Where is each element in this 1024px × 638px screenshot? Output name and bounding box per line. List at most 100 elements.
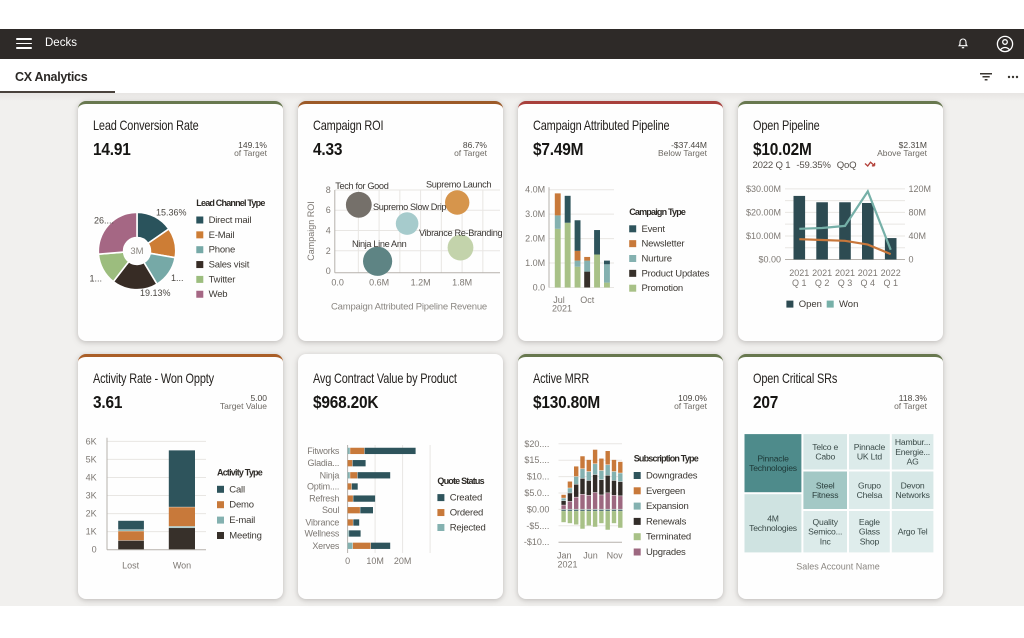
svg-text:Call: Call xyxy=(229,484,245,495)
svg-text:Shop: Shop xyxy=(860,536,880,546)
svg-text:Campaign ROI: Campaign ROI xyxy=(306,201,316,261)
svg-text:$5.0...: $5.0... xyxy=(524,488,549,498)
svg-text:0: 0 xyxy=(326,266,331,276)
svg-text:0.0: 0.0 xyxy=(331,277,344,287)
svg-text:$0.00: $0.00 xyxy=(527,504,550,514)
svg-text:Lost: Lost xyxy=(122,560,140,570)
svg-text:Soul: Soul xyxy=(322,505,339,515)
svg-text:Supremo Launch: Supremo Launch xyxy=(426,180,491,190)
svg-text:Q 1: Q 1 xyxy=(883,278,898,288)
svg-text:Steel: Steel xyxy=(816,480,835,490)
svg-text:2021: 2021 xyxy=(858,268,878,278)
svg-text:80M: 80M xyxy=(909,207,927,217)
svg-text:-$10...: -$10... xyxy=(524,537,550,547)
svg-text:Sales Account Name: Sales Account Name xyxy=(796,562,880,572)
svg-text:0: 0 xyxy=(92,545,97,555)
svg-text:Tech for Good: Tech for Good xyxy=(335,181,388,191)
svg-text:$20....: $20.... xyxy=(524,439,549,449)
svg-text:Pinnacle: Pinnacle xyxy=(854,442,886,452)
svg-text:Lead Channel Type: Lead Channel Type xyxy=(196,198,265,208)
svg-text:0: 0 xyxy=(909,255,914,265)
svg-text:Gladia...: Gladia... xyxy=(307,458,339,468)
svg-text:Chelsa: Chelsa xyxy=(857,490,883,500)
svg-text:Q 4: Q 4 xyxy=(861,278,876,288)
svg-text:2.0M: 2.0M xyxy=(525,234,545,244)
svg-text:Argo Tel: Argo Tel xyxy=(898,527,928,537)
svg-text:2021: 2021 xyxy=(557,560,577,570)
svg-text:Glass: Glass xyxy=(859,527,880,537)
svg-text:2021: 2021 xyxy=(835,268,855,278)
svg-text:Refresh: Refresh xyxy=(309,494,339,504)
svg-text:2: 2 xyxy=(326,246,331,256)
svg-text:E-mail: E-mail xyxy=(229,515,255,526)
svg-text:Downgrades: Downgrades xyxy=(646,471,698,482)
svg-text:1.8M: 1.8M xyxy=(452,277,472,287)
svg-text:Expansion: Expansion xyxy=(646,501,689,512)
svg-text:-$5....: -$5.... xyxy=(526,521,549,531)
svg-text:4: 4 xyxy=(326,226,331,236)
svg-text:Campaign Attributed Pipeline R: Campaign Attributed Pipeline Revenue xyxy=(331,302,487,313)
svg-text:20M: 20M xyxy=(394,556,412,566)
svg-text:8: 8 xyxy=(326,185,331,195)
svg-text:Wellness: Wellness xyxy=(304,529,339,539)
svg-text:Created: Created xyxy=(450,493,482,504)
svg-text:Ordered: Ordered xyxy=(450,508,483,519)
svg-text:2021: 2021 xyxy=(812,268,832,278)
svg-text:0.0: 0.0 xyxy=(533,283,546,293)
svg-text:Vibrance Re-Branding: Vibrance Re-Branding xyxy=(419,228,502,238)
svg-text:Rejected: Rejected xyxy=(450,523,486,534)
svg-text:4.0M: 4.0M xyxy=(525,185,545,195)
svg-text:3M: 3M xyxy=(130,246,143,257)
svg-text:Q 2: Q 2 xyxy=(815,278,830,288)
svg-text:Q 3: Q 3 xyxy=(838,278,853,288)
svg-text:Demo: Demo xyxy=(229,500,254,511)
svg-text:120M: 120M xyxy=(909,184,932,194)
svg-text:Quality: Quality xyxy=(813,517,839,527)
svg-text:Promotion: Promotion xyxy=(642,283,684,294)
svg-text:2K: 2K xyxy=(86,509,97,519)
svg-text:Eagle: Eagle xyxy=(859,517,880,527)
svg-text:Xerves: Xerves xyxy=(312,541,340,551)
svg-text:2021: 2021 xyxy=(789,268,809,278)
svg-text:Networks: Networks xyxy=(895,490,929,500)
svg-text:2022: 2022 xyxy=(881,268,901,278)
svg-text:3.0M: 3.0M xyxy=(525,209,545,219)
svg-text:Semico...: Semico... xyxy=(808,527,842,537)
svg-text:Won: Won xyxy=(839,299,858,310)
svg-text:15.36%: 15.36% xyxy=(156,208,187,218)
svg-text:E-Mail: E-Mail xyxy=(209,230,235,241)
svg-text:Vibrance: Vibrance xyxy=(305,518,339,528)
svg-text:40M: 40M xyxy=(909,231,927,241)
svg-text:Technologies: Technologies xyxy=(749,463,797,473)
svg-text:0.6M: 0.6M xyxy=(369,277,389,287)
svg-text:Won: Won xyxy=(173,560,191,570)
svg-text:Newsletter: Newsletter xyxy=(642,239,685,250)
svg-text:Open: Open xyxy=(799,299,822,310)
svg-text:10M: 10M xyxy=(366,556,384,566)
svg-text:Optim....: Optim.... xyxy=(307,482,339,492)
svg-text:1.0M: 1.0M xyxy=(525,258,545,268)
svg-text:Quote Status: Quote Status xyxy=(437,476,484,486)
svg-text:$10...: $10... xyxy=(527,472,550,482)
svg-text:0: 0 xyxy=(345,556,350,566)
svg-text:$15....: $15.... xyxy=(524,455,549,465)
svg-text:Pinnacle: Pinnacle xyxy=(757,453,789,463)
svg-text:Phone: Phone xyxy=(209,245,235,256)
svg-text:Hambur...: Hambur... xyxy=(895,437,930,447)
svg-text:Subscription Type: Subscription Type xyxy=(634,454,699,464)
svg-text:Ninja: Ninja xyxy=(320,470,340,480)
svg-text:4M: 4M xyxy=(767,514,779,524)
svg-text:26....: 26.... xyxy=(94,216,114,226)
svg-text:Meeting: Meeting xyxy=(229,531,261,542)
svg-text:$10.00M: $10.00M xyxy=(746,231,781,241)
svg-text:Telco e: Telco e xyxy=(812,442,838,452)
svg-text:Twitter: Twitter xyxy=(209,274,236,285)
svg-text:1...: 1... xyxy=(89,274,102,284)
svg-text:$30.00M: $30.00M xyxy=(746,184,781,194)
svg-text:Product Updates: Product Updates xyxy=(642,268,710,279)
svg-text:Jul: Jul xyxy=(553,295,565,305)
svg-text:Supremo Slow Drip: Supremo Slow Drip xyxy=(373,202,446,212)
svg-text:Campaign Type: Campaign Type xyxy=(629,207,686,217)
svg-text:Fitness: Fitness xyxy=(812,490,838,500)
svg-text:$20.00M: $20.00M xyxy=(746,207,781,217)
